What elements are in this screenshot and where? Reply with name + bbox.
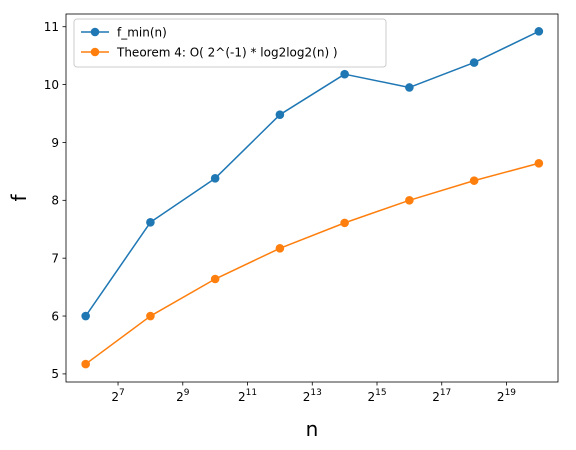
x-tick-label: 29	[176, 388, 190, 404]
y-axis-label: f	[7, 194, 31, 202]
legend-box	[73, 18, 387, 68]
y-tick-label: 5	[51, 367, 59, 381]
legend-entry: Theorem 4: O( 2^(-1) * log2log2(n) )	[81, 45, 338, 59]
x-tick-label-base: 2	[367, 390, 375, 404]
x-tick-label-base: 2	[111, 390, 119, 404]
legend-swatch-marker	[90, 47, 100, 57]
data-point	[405, 196, 414, 205]
x-axis-label: n	[306, 417, 319, 441]
x-tick-label: 27	[111, 388, 124, 404]
legend-swatch-marker	[90, 27, 100, 37]
data-point	[81, 359, 90, 369]
series-line	[85, 162, 540, 365]
series-1	[81, 27, 544, 321]
data-point	[210, 274, 220, 284]
x-tick-label-exponent: 15	[375, 388, 386, 398]
data-point	[81, 311, 90, 321]
legend-label: Theorem 4: O( 2^(-1) * log2log2(n) )	[116, 45, 338, 59]
x-tick-label-base: 2	[303, 390, 311, 404]
x-tick-label-base: 2	[432, 390, 440, 404]
data-point	[405, 83, 414, 92]
x-tick-label-exponent: 7	[119, 388, 125, 398]
x-axis: 27 29 211 213 215 217 219	[111, 382, 516, 404]
series-layer	[81, 27, 544, 369]
data-point	[340, 69, 349, 79]
x-tick-label-base: 2	[238, 390, 246, 404]
y-tick-label: 9	[51, 136, 59, 150]
y-tick-label: 10	[44, 78, 59, 92]
data-point	[146, 218, 155, 227]
series-2	[81, 158, 544, 369]
y-axis: 5 6 7 8 9 10 11	[44, 20, 66, 381]
x-tick-label-exponent: 11	[246, 388, 257, 398]
y-tick-label: 8	[51, 194, 59, 208]
x-tick-label: 211	[238, 388, 257, 404]
legend-entry: f_min(n)	[81, 25, 167, 39]
data-point	[534, 27, 544, 36]
x-tick-label-exponent: 17	[440, 388, 451, 398]
x-tick-label-base: 2	[176, 390, 184, 404]
legend: f_min(n) Theorem 4: O( 2^(-1) * log2log2(…	[73, 18, 387, 68]
data-point	[534, 158, 544, 168]
x-tick-label: 213	[303, 388, 322, 404]
data-point	[275, 110, 285, 119]
x-tick-label-exponent: 9	[184, 388, 190, 398]
y-tick-label: 11	[44, 20, 59, 34]
data-point	[340, 218, 349, 228]
y-tick-label: 7	[51, 251, 59, 265]
data-point	[469, 176, 479, 185]
data-point	[146, 311, 155, 321]
x-tick-label: 215	[367, 388, 386, 404]
x-tick-label: 219	[497, 388, 516, 404]
x-tick-label: 217	[432, 388, 451, 404]
legend-label: f_min(n)	[117, 25, 167, 39]
data-point	[210, 174, 220, 183]
series-line	[85, 30, 540, 317]
y-tick-label: 6	[51, 309, 59, 323]
x-tick-label-base: 2	[497, 390, 505, 404]
x-tick-label-exponent: 19	[505, 388, 517, 398]
data-point	[469, 58, 479, 67]
x-tick-label-exponent: 13	[310, 388, 321, 398]
data-point	[275, 244, 285, 253]
